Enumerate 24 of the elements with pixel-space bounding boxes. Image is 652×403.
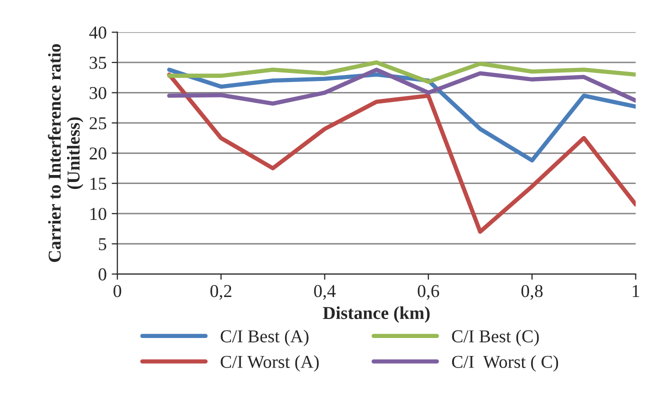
- x-tick-label: 0,4: [314, 284, 336, 300]
- y-tick-label: 30: [90, 86, 106, 100]
- y-tick-label: 20: [90, 147, 106, 160]
- y-tick-label: 40: [89, 26, 106, 39]
- legend-label: C/I Best (A): [220, 330, 308, 346]
- x-tick-label: 0,6: [418, 284, 440, 300]
- x-axis-title: Distance (km): [322, 306, 430, 323]
- y-tick-label: 10: [90, 208, 106, 220]
- line-series: [167, 72, 636, 234]
- x-tick-label: 1: [632, 285, 640, 297]
- x-tick-label: 0,8: [521, 284, 543, 300]
- legend-label: C/I Worst (A): [220, 355, 319, 372]
- y-axis-title: Carrier to Interference ratio (Unitless): [48, 44, 84, 262]
- y-tick-label: 25: [90, 117, 106, 130]
- x-tick-label: 0,2: [210, 284, 232, 300]
- line-series: [167, 68, 636, 106]
- y-tick-label: 15: [90, 178, 106, 190]
- y-tick-label: 35: [90, 56, 106, 69]
- y-tick-label: 5: [98, 238, 106, 250]
- x-tick-label: 0: [114, 284, 122, 298]
- legend-label: C/I Worst ( C): [452, 355, 558, 372]
- line-series: [167, 60, 636, 84]
- y-tick-label: 0: [98, 268, 106, 280]
- legend-label: C/I Best (C): [452, 330, 539, 346]
